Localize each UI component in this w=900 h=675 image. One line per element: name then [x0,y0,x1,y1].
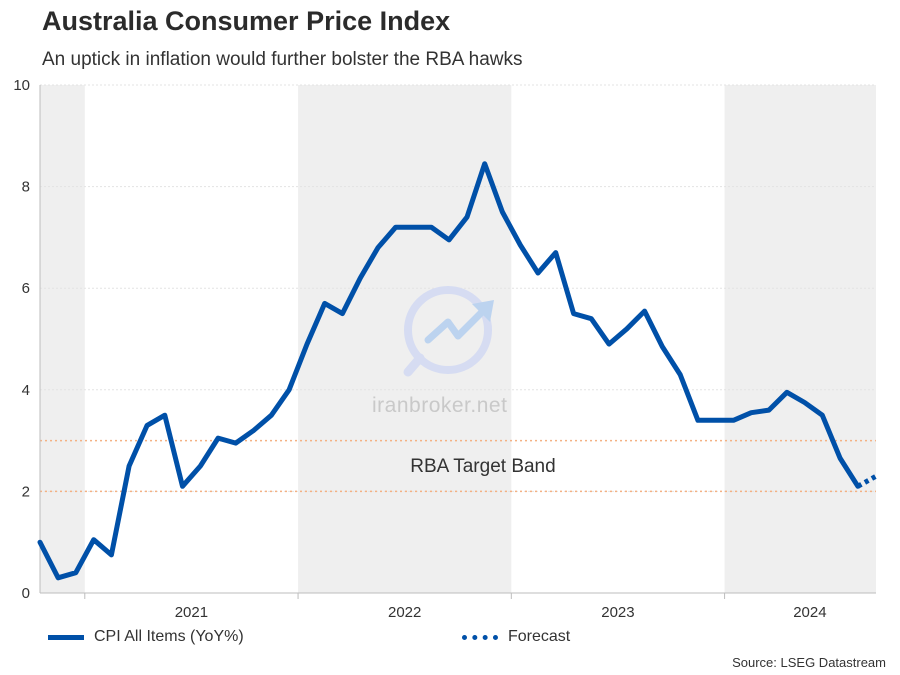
chart-title: Australia Consumer Price Index [42,6,451,36]
band-label: RBA Target Band [410,456,555,477]
watermark-text: iranbroker.net [372,394,508,417]
legend-swatch-dotted [462,634,498,640]
y-tick-label-8: 8 [22,179,30,196]
y-tick-label-2: 2 [22,483,30,500]
target-band: RBA Target Band [40,439,876,493]
legend-label-cpi: CPI All Items (YoY%) [94,628,244,645]
x-tick-label-2023: 2023 [601,604,634,621]
year-shading [40,85,876,593]
x-tick-label-2024: 2024 [793,604,826,621]
legend-item-cpi: CPI All Items (YoY%) [48,628,244,646]
year-shade-2 [724,85,876,593]
y-tick-label-10: 10 [13,77,30,94]
legend-swatch-solid [48,634,84,640]
legend-label-forecast: Forecast [508,628,571,645]
series-line-1 [856,474,878,489]
y-tick-label-4: 4 [22,382,30,399]
chart-subtitle: An uptick in inflation would further bol… [42,49,523,70]
year-shade-0 [40,85,85,593]
source-note: Source: LSEG Datastream [732,655,886,670]
axes: 2021 2022 2023 2024 [39,85,876,621]
x-tick-label-2021: 2021 [175,604,208,621]
legend-item-forecast: Forecast [462,628,570,646]
y-tick-label-6: 6 [22,280,30,297]
y-tick-label-0: 0 [22,585,30,602]
watermark-logo-icon [403,286,494,377]
series-lines [37,161,878,581]
x-tick-label-2022: 2022 [388,604,421,621]
year-shade-1 [298,85,512,593]
